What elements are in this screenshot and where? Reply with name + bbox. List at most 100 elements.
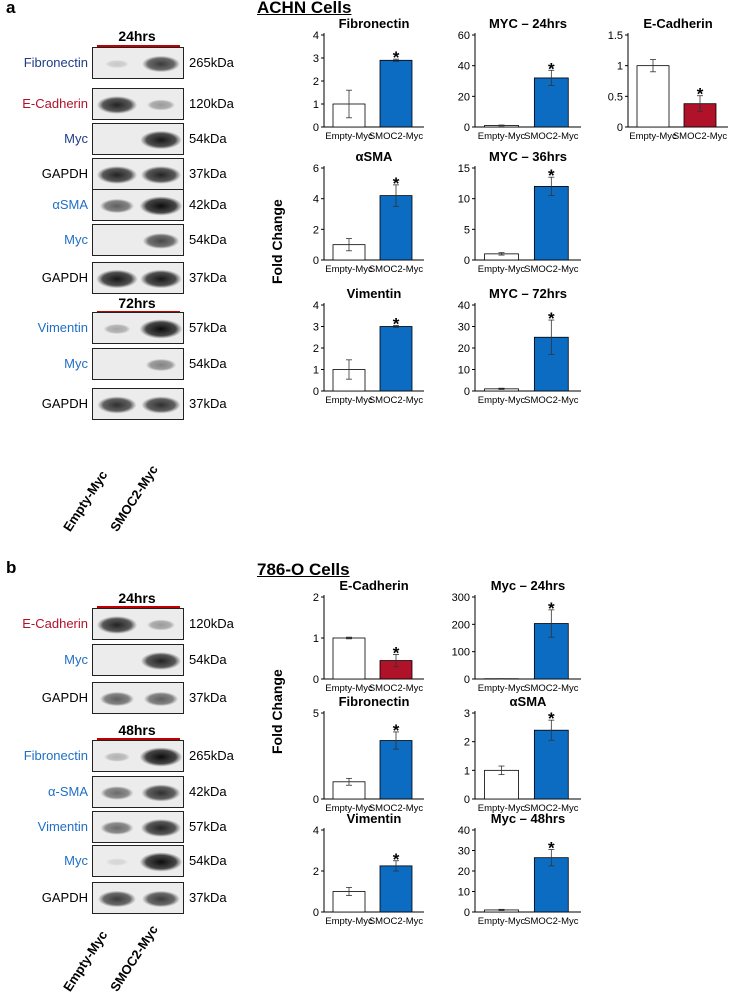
y-tick-label: 0 [464,907,470,919]
blot-band [97,396,136,413]
blot-bands [93,389,184,420]
blot-protein-label: GAPDH [0,166,88,181]
blot-strip [92,608,184,640]
y-tick-label: 4 [313,300,319,312]
significance-asterisk: * [548,599,555,618]
blot-band [140,196,183,215]
category-label: SMOC2-Myc [524,264,579,275]
blot-band [100,786,133,800]
blot-bands [93,777,184,808]
panel-b-letter: b [6,558,16,578]
blot-strip [92,882,184,914]
bar [333,638,365,679]
y-tick-label: 6 [313,163,319,175]
chart-title: E-Cadherin [643,16,712,31]
y-tick-label: 20 [458,866,470,878]
category-label: Empty-Myc [325,131,373,142]
blot-band [103,324,130,334]
blot-protein-label: Myc [0,652,88,667]
blot-band [146,359,177,371]
blot-kda-label: 54kDa [189,652,227,667]
blot-band [100,821,133,835]
y-tick-label: 1 [313,365,319,377]
blot-protein-label: αSMA [0,197,88,212]
blot-bands [93,349,184,380]
blot-strip [92,776,184,808]
y-tick-label: 2 [313,866,319,878]
significance-asterisk: * [393,174,400,193]
blot-kda-label: 57kDa [189,819,227,834]
blot-kda-label: 57kDa [189,320,227,335]
blot-band [140,747,183,766]
y-tick-label: 0 [464,386,470,398]
blot-protein-label: E-Cadherin [0,96,88,111]
blot-strip [92,88,184,120]
y-tick-label: 0 [464,255,470,267]
blot-band [143,233,180,249]
blot-strip [92,312,184,344]
y-tick-label: 10 [458,365,470,377]
y-tick-label: 30 [458,322,470,334]
significance-asterisk: * [393,314,400,333]
blot-strip [92,123,184,155]
blot-strip [92,388,184,420]
category-label: Empty-Myc [629,131,677,142]
y-tick-label: 1.5 [608,30,623,42]
chart-title: αSMA [356,149,393,164]
chart-title: MYC – 72hrs [489,286,567,301]
blot-kda-label: 37kDa [189,690,227,705]
blot-strip [92,189,184,221]
blot-band [141,819,181,837]
significance-asterisk: * [548,166,555,185]
y-tick-label: 1 [617,61,623,73]
blot-kda-label: 120kDa [189,616,234,631]
lane-label-smoc2-myc: SMOC2-Myc [107,462,161,534]
blot-protein-label: Myc [0,853,88,868]
significance-asterisk: * [697,85,704,104]
y-tick-label: 2 [313,592,319,604]
category-label: Empty-Myc [478,131,526,142]
y-tick-label: 10 [458,887,470,899]
y-tick-label: 4 [313,30,319,42]
blot-kda-label: 37kDa [189,270,227,285]
blot-strip [92,740,184,772]
category-label: Empty-Myc [478,264,526,275]
blot-band [140,319,183,338]
significance-asterisk: * [548,709,555,728]
blot-band [97,166,137,184]
y-tick-label: 3 [313,322,319,334]
blot-band [147,620,175,631]
blot-kda-label: 54kDa [189,232,227,247]
blot-kda-label: 37kDa [189,166,227,181]
blot-protein-label: GAPDH [0,270,88,285]
blot-kda-label: 265kDa [189,748,234,763]
y-tick-label: 30 [458,846,470,858]
y-tick-label: 2 [313,343,319,355]
blot-band [106,858,128,865]
panel-a-letter: a [6,0,15,18]
blot-band [141,396,180,413]
blot-strip [92,644,184,676]
blot-kda-label: 265kDa [189,55,234,70]
chart-title: E-Cadherin [339,578,408,593]
y-tick-label: 1 [313,99,319,111]
y-tick-label: 0 [313,907,319,919]
blot-band [141,784,180,801]
blot-bands [93,883,184,914]
blot-protein-label: E-Cadherin [0,616,88,631]
blot-bands [93,609,184,640]
blot-band [140,270,182,289]
blot-band [142,891,180,908]
category-label: SMOC2-Myc [524,916,579,927]
blot-protein-label: Myc [0,232,88,247]
category-label: SMOC2-Myc [369,916,424,927]
bar [380,866,412,912]
y-tick-label: 3 [464,708,470,720]
y-tick-label: 200 [452,619,470,631]
significance-asterisk: * [548,838,555,857]
blot-protein-label: Fibronectin [0,748,88,763]
